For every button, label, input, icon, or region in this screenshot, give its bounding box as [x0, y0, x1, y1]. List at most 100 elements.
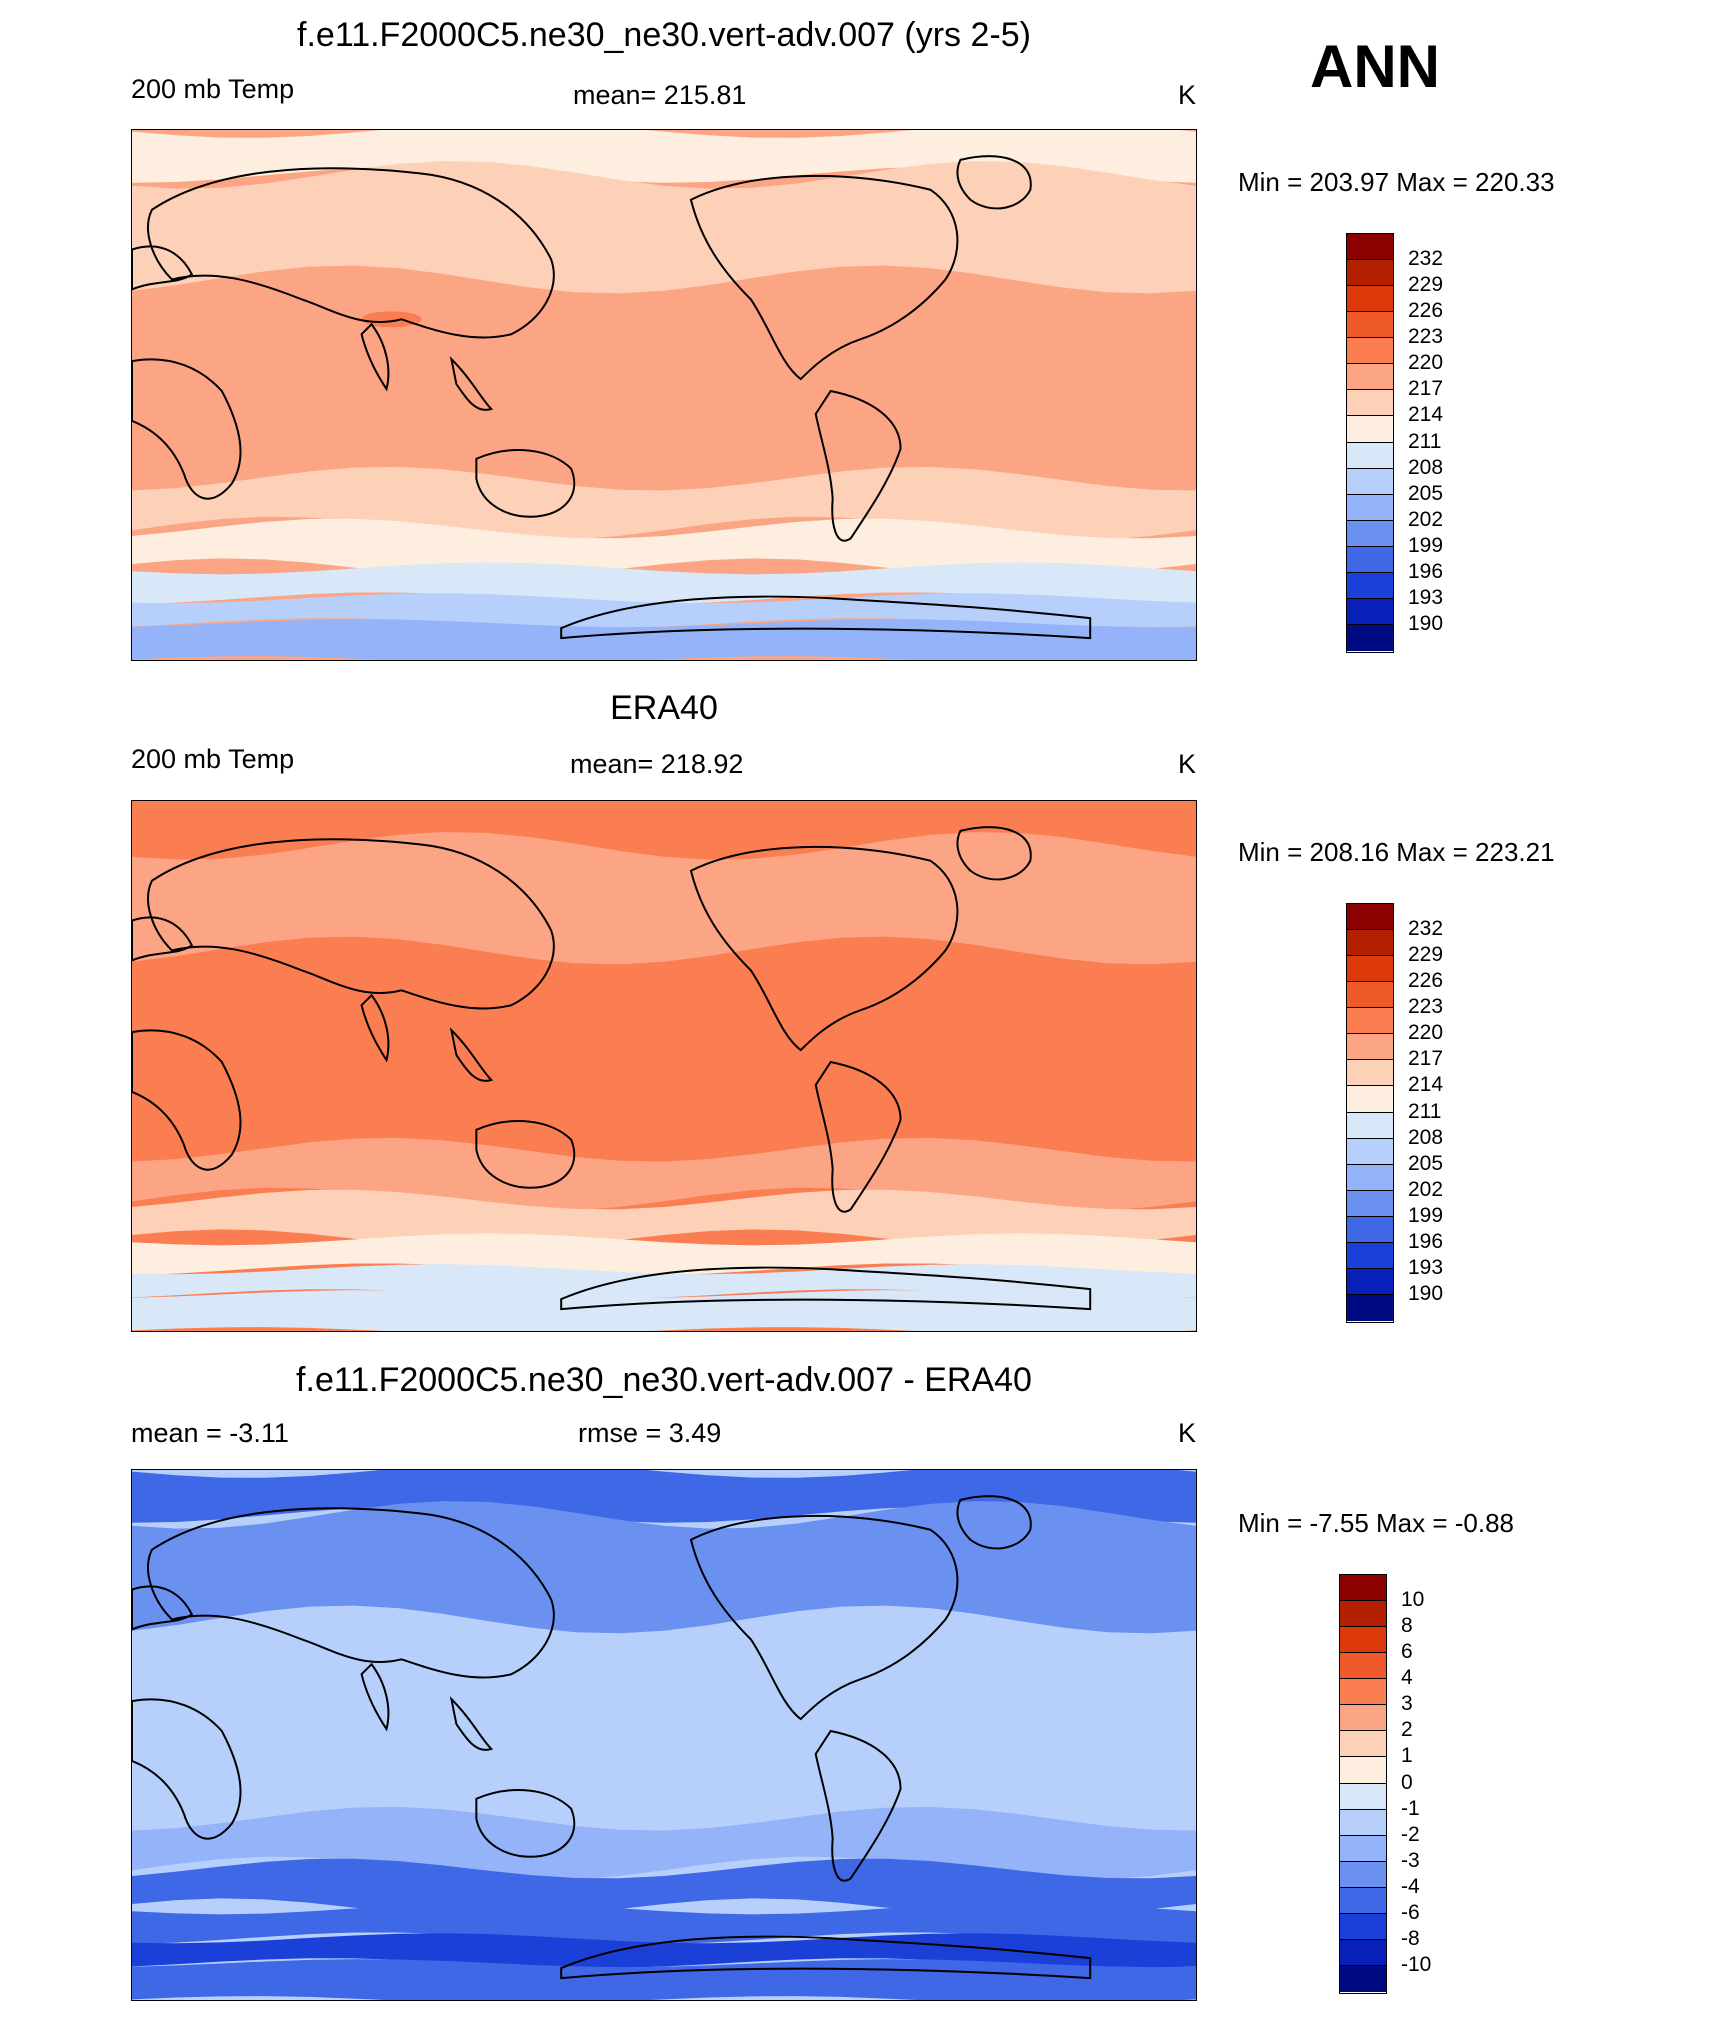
band-antarctic-1 — [132, 562, 1196, 605]
band-antarctic-3 — [132, 619, 1196, 660]
coastline — [689, 1514, 959, 1721]
colorbar-label: 202 — [1408, 1177, 1444, 1201]
colorbar-swatch — [1347, 1164, 1393, 1191]
panel-2-units: K — [1178, 749, 1197, 779]
colorbar-swatch — [1347, 1060, 1393, 1087]
colorbar-label: -6 — [1401, 1900, 1420, 1924]
panel-3-minmax: Min = -7.55 Max = -0.88 — [1238, 1508, 1515, 1538]
colorbar-label: 214 — [1408, 1073, 1444, 1097]
coastline — [560, 595, 1092, 640]
colorbar-swatch — [1347, 312, 1393, 339]
panel-2-colorbar — [1346, 903, 1394, 1323]
colorbar-swatch — [1347, 1008, 1393, 1035]
coastline — [132, 358, 242, 500]
colorbar-label: 0 — [1401, 1770, 1413, 1794]
colorbar-label: 217 — [1408, 377, 1444, 401]
colorbar-swatch — [1347, 1112, 1393, 1139]
colorbar-label: 229 — [1408, 943, 1444, 967]
colorbar-swatch — [1347, 234, 1393, 261]
colorbar-swatch — [1340, 1757, 1386, 1784]
coastline — [449, 1696, 494, 1751]
band-antarctic-1 — [132, 1233, 1196, 1276]
band-arctic — [132, 130, 1196, 183]
colorbar-label: 208 — [1408, 455, 1444, 479]
map-field — [132, 130, 1196, 660]
band-arctic — [132, 1470, 1196, 1523]
colorbar-label: 208 — [1408, 1125, 1444, 1149]
colorbar-label: 199 — [1408, 1203, 1444, 1227]
colorbar-swatch — [1340, 1601, 1386, 1628]
colorbar-swatch — [1340, 1861, 1386, 1888]
colorbar-swatch — [1347, 1216, 1393, 1243]
colorbar-swatch — [1347, 364, 1393, 391]
colorbar-swatch — [1347, 1294, 1393, 1321]
panel-3-left-label: mean = -3.11 — [131, 1418, 289, 1448]
panel-3-map — [131, 1469, 1197, 2001]
colorbar-label: 10 — [1401, 1588, 1425, 1612]
colorbar-swatch — [1340, 1809, 1386, 1836]
season-label: ANN — [1310, 33, 1440, 100]
colorbar-label: 3 — [1401, 1692, 1413, 1716]
coastline — [449, 1027, 494, 1082]
panel-1-title: f.e11.F2000C5.ne30_ne30.vert-adv.007 (yr… — [297, 16, 1031, 54]
colorbar-label: 232 — [1408, 247, 1444, 271]
colorbar-label: 211 — [1408, 429, 1442, 453]
colorbar-label: 223 — [1408, 995, 1444, 1019]
colorbar-label: 193 — [1408, 1255, 1444, 1279]
panel-1-minmax: Min = 203.97 Max = 220.33 — [1238, 167, 1555, 197]
colorbar-swatch — [1340, 1627, 1386, 1654]
colorbar-label: -2 — [1401, 1822, 1420, 1846]
colorbar-label: 196 — [1408, 559, 1444, 583]
colorbar-swatch — [1347, 468, 1393, 495]
band-antarctic-3 — [132, 1290, 1196, 1331]
band-antarctic-2 — [132, 593, 1196, 629]
coastline — [689, 845, 959, 1052]
colorbar-label: 205 — [1408, 1151, 1444, 1175]
colorbar-label: 223 — [1408, 325, 1444, 349]
colorbar-label: 8 — [1401, 1614, 1413, 1638]
colorbar-swatch — [1340, 1965, 1386, 1992]
colorbar-swatch — [1340, 1913, 1386, 1940]
colorbar-label: 220 — [1408, 1021, 1444, 1045]
coastline — [475, 1120, 576, 1189]
colorbar-label: 226 — [1408, 299, 1444, 323]
coastline — [147, 1507, 555, 1679]
band-antarctic-3 — [132, 1959, 1196, 2000]
panel-3-title: f.e11.F2000C5.ne30_ne30.vert-adv.007 - E… — [296, 1361, 1032, 1399]
panel-1-left-label: 200 mb Temp — [131, 74, 295, 104]
band-antarctic-1 — [132, 1902, 1196, 1945]
colorbar-label: -3 — [1401, 1848, 1420, 1872]
colorbar-label: 199 — [1408, 533, 1444, 557]
coastline — [689, 174, 959, 381]
colorbar-swatch — [1340, 1653, 1386, 1680]
coastline — [475, 449, 576, 518]
coastline — [132, 1585, 194, 1631]
colorbar-swatch — [1347, 520, 1393, 547]
band-north — [132, 161, 1196, 294]
coastline — [814, 389, 902, 542]
colorbar-swatch — [1347, 546, 1393, 573]
colorbar-label: 211 — [1408, 1099, 1442, 1123]
coastlines — [132, 155, 1092, 640]
coastline — [132, 1698, 242, 1840]
panel-3-units: K — [1178, 1418, 1197, 1448]
colorbar-swatch — [1347, 572, 1393, 599]
colorbar-swatch — [1347, 442, 1393, 469]
coastline — [560, 1935, 1092, 1980]
coastline — [132, 916, 194, 962]
colorbar-swatch — [1347, 1268, 1393, 1295]
band-arctic — [132, 801, 1196, 854]
colorbar-label: 193 — [1408, 585, 1444, 609]
field-maximum-blob — [361, 1651, 422, 1668]
coastline — [132, 1029, 242, 1171]
colorbar-label: 229 — [1408, 273, 1444, 297]
colorbar-swatch — [1340, 1705, 1386, 1732]
panel-3-colorbar — [1339, 1574, 1387, 1994]
colorbar-swatch — [1347, 1242, 1393, 1269]
coastline — [475, 1789, 576, 1858]
colorbar-swatch — [1347, 1034, 1393, 1061]
colorbar-swatch — [1347, 1086, 1393, 1113]
colorbar-label: 2 — [1401, 1718, 1413, 1742]
colorbar-label: 205 — [1408, 481, 1444, 505]
colorbar-swatch — [1347, 956, 1393, 983]
